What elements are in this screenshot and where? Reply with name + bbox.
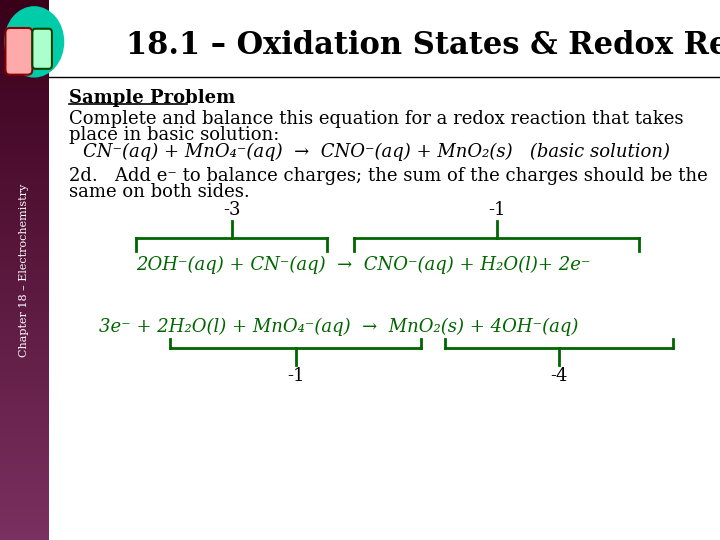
Text: -1: -1 xyxy=(287,367,305,386)
Text: place in basic solution:: place in basic solution: xyxy=(69,126,279,144)
FancyBboxPatch shape xyxy=(6,28,32,75)
Text: Chapter 18 – Electrochemistry: Chapter 18 – Electrochemistry xyxy=(19,184,30,356)
Text: -3: -3 xyxy=(223,200,240,219)
Text: -1: -1 xyxy=(488,200,505,219)
Text: CN⁻(aq) + MnO₄⁻(aq)  →  CNO⁻(aq) + MnO₂(s)   (basic solution): CN⁻(aq) + MnO₄⁻(aq) → CNO⁻(aq) + MnO₂(s)… xyxy=(83,143,670,161)
Text: 2d.   Add e⁻ to balance charges; the sum of the charges should be the: 2d. Add e⁻ to balance charges; the sum o… xyxy=(69,167,708,185)
Text: same on both sides.: same on both sides. xyxy=(69,183,250,201)
Text: Complete and balance this equation for a redox reaction that takes: Complete and balance this equation for a… xyxy=(69,110,683,129)
Circle shape xyxy=(5,7,63,77)
FancyBboxPatch shape xyxy=(32,29,52,69)
Text: 3e⁻ + 2H₂O(l) + MnO₄⁻(aq)  →  MnO₂(s) + 4OH⁻(aq): 3e⁻ + 2H₂O(l) + MnO₄⁻(aq) → MnO₂(s) + 4O… xyxy=(99,318,579,336)
Text: 2OH⁻(aq) + CN⁻(aq)  →  CNO⁻(aq) + H₂O(l)+ 2e⁻: 2OH⁻(aq) + CN⁻(aq) → CNO⁻(aq) + H₂O(l)+ … xyxy=(136,255,590,274)
Text: -4: -4 xyxy=(550,367,567,386)
Text: Sample Problem: Sample Problem xyxy=(69,89,235,107)
Text: 18.1 – Oxidation States & Redox Reactions: 18.1 – Oxidation States & Redox Reaction… xyxy=(126,30,720,62)
